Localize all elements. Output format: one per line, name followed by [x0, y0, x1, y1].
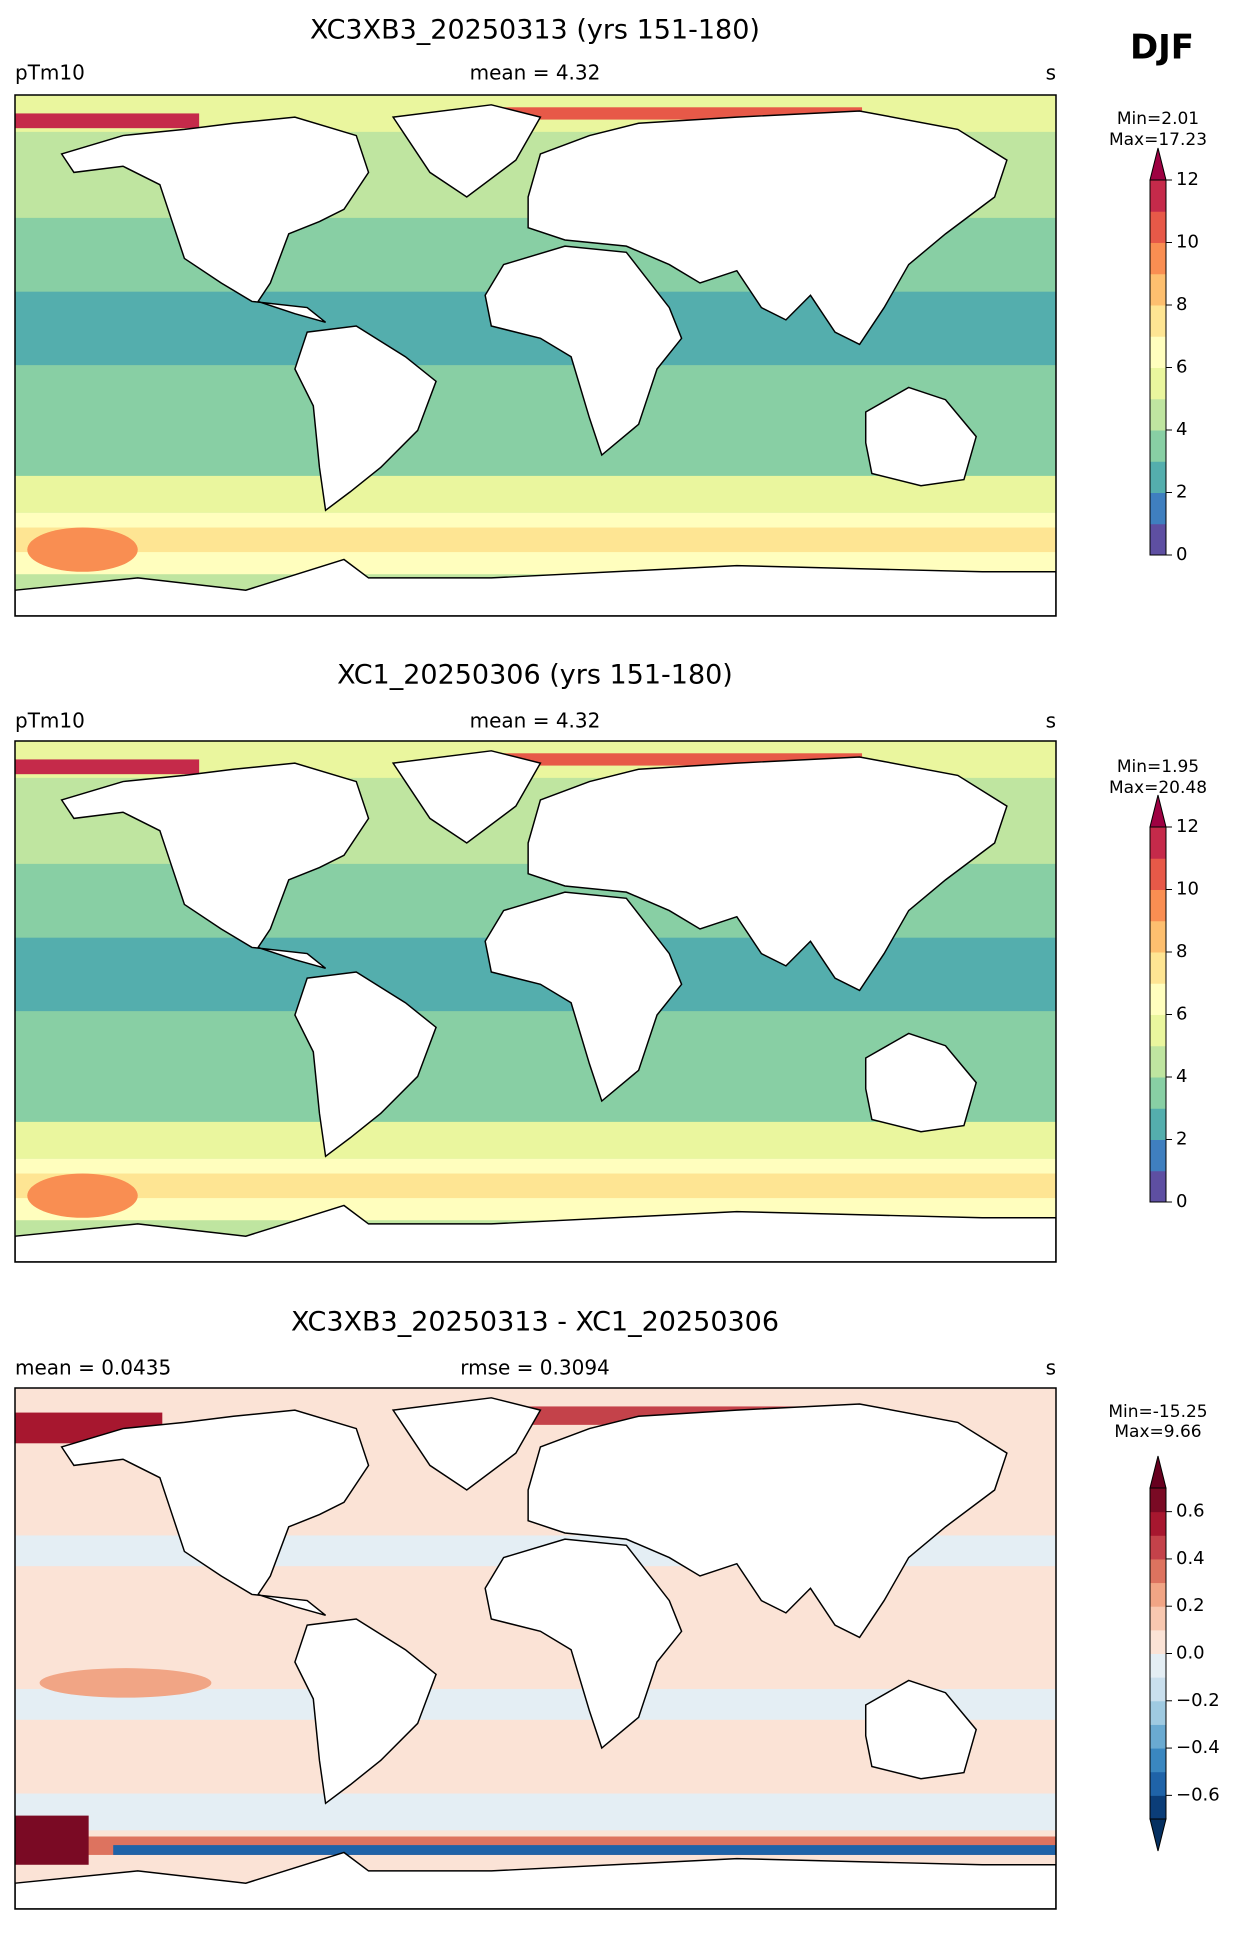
colorbar-segment [1150, 1748, 1166, 1773]
colorbar-segment [1150, 336, 1166, 368]
colorbar-tick-label: −0.4 [1176, 1737, 1220, 1758]
colorbar-segment [1150, 430, 1166, 462]
max-label: Max=17.23 [1109, 130, 1207, 150]
left-label: mean = 0.0435 [15, 1356, 171, 1380]
colorbar-segment [1150, 523, 1166, 556]
min-label: Min=1.95 [1117, 757, 1199, 777]
colorbar-segment [1150, 827, 1166, 859]
right-label: s [1046, 1356, 1056, 1380]
colorbar-extend [1149, 1818, 1167, 1852]
colorbar-segment [1150, 1170, 1166, 1203]
map [15, 95, 1056, 616]
colorbar-tick-label: 0.4 [1176, 1548, 1205, 1569]
colorbar-segment [1150, 1582, 1166, 1607]
colorbar-segment [1150, 1558, 1166, 1584]
colorbar-segment [1150, 180, 1166, 212]
panel-title: XC3XB3_20250313 (yrs 151-180) [310, 15, 760, 46]
map-frame [14, 94, 1057, 617]
left-label: pTm10 [15, 61, 85, 85]
colorbar-tick-label: 4 [1176, 419, 1187, 440]
colorbar-extend [1149, 1455, 1167, 1489]
colorbar-segment [1150, 1108, 1166, 1140]
season-label: DJF [1130, 28, 1194, 68]
colorbar-segment [1150, 492, 1166, 525]
map [15, 1388, 1056, 1909]
center-label: mean = 4.32 [470, 709, 601, 733]
colorbar-tick-label: 4 [1176, 1066, 1187, 1087]
colorbar-segment [1150, 242, 1166, 275]
colorbar-tick-label: 0 [1176, 1191, 1187, 1212]
panel-title: XC3XB3_20250313 - XC1_20250306 [291, 1307, 779, 1338]
colorbar-segment [1150, 367, 1166, 400]
colorbar-segment [1150, 952, 1166, 984]
colorbar-tick-label: 6 [1176, 357, 1187, 378]
colorbar-tick-label: 0 [1176, 544, 1187, 565]
center-label: mean = 4.32 [470, 61, 601, 85]
colorbar-segment [1150, 1139, 1166, 1172]
colorbar-segment [1150, 983, 1166, 1015]
center-label: rmse = 0.3094 [460, 1356, 610, 1380]
colorbar-tick-label: 0.2 [1176, 1595, 1205, 1616]
max-label: Max=20.48 [1109, 778, 1207, 798]
panel-title: XC1_20250306 (yrs 151-180) [337, 660, 733, 691]
colorbar-segment [1150, 1045, 1166, 1078]
colorbar-segment [1150, 1077, 1166, 1109]
min-label: Min=-15.25 [1108, 1402, 1207, 1422]
right-label: s [1046, 709, 1056, 733]
colorbar-tick-label: −0.6 [1176, 1784, 1220, 1805]
colorbar-segment [1150, 273, 1166, 306]
map [15, 741, 1056, 1262]
colorbar-segment [1150, 1535, 1166, 1560]
colorbar-segment [1150, 1771, 1166, 1796]
colorbar-segment [1150, 858, 1166, 890]
colorbar-segment [1150, 305, 1166, 337]
colorbar-segment [1150, 1677, 1166, 1702]
colorbar-tick-label: 8 [1176, 294, 1187, 315]
colorbar-tick-label: 10 [1176, 879, 1199, 900]
colorbar-tick-label: 0.6 [1176, 1501, 1205, 1522]
colorbar-segment [1150, 211, 1166, 243]
colorbar-segment [1150, 920, 1166, 953]
colorbar-tick-label: 10 [1176, 232, 1199, 253]
left-label: pTm10 [15, 709, 85, 733]
colorbar-segment [1150, 1653, 1166, 1678]
colorbar-tick-label: 2 [1176, 1129, 1187, 1150]
colorbar-segment [1150, 1014, 1166, 1047]
colorbar-tick-label: 8 [1176, 941, 1187, 962]
colorbar-extend [1149, 147, 1167, 181]
colorbar-extend [1149, 794, 1167, 828]
colorbar-segment [1150, 1488, 1166, 1513]
colorbar-segment [1150, 1629, 1166, 1654]
min-label: Min=2.01 [1117, 109, 1199, 129]
colorbar-segment [1150, 398, 1166, 431]
colorbar-segment [1150, 1511, 1166, 1536]
colorbar-tick-label: −0.2 [1176, 1690, 1220, 1711]
max-label: Max=9.66 [1114, 1422, 1201, 1442]
colorbar-tick-label: 12 [1176, 169, 1199, 190]
colorbar-segment [1150, 1724, 1166, 1749]
colorbar-segment [1150, 461, 1166, 493]
map-frame [14, 740, 1057, 1263]
colorbar-tick-label: 6 [1176, 1004, 1187, 1025]
colorbar-segment [1150, 1795, 1166, 1820]
map-frame [14, 1387, 1057, 1910]
colorbar-segment [1150, 1700, 1166, 1725]
colorbar-tick-label: 0.0 [1176, 1643, 1205, 1664]
right-label: s [1046, 61, 1056, 85]
colorbar-segment [1150, 889, 1166, 922]
colorbar-tick-label: 12 [1176, 816, 1199, 837]
colorbar-tick-label: 2 [1176, 482, 1187, 503]
colorbar-segment [1150, 1606, 1166, 1631]
